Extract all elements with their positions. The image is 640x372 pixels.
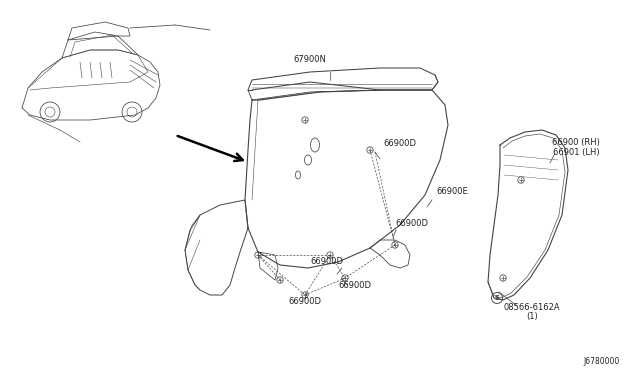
- Text: 66900 (RH): 66900 (RH): [552, 138, 600, 148]
- Text: 66900D: 66900D: [289, 298, 321, 307]
- Text: 08566-6162A: 08566-6162A: [504, 304, 560, 312]
- Text: 66900D: 66900D: [310, 257, 344, 266]
- Text: 67900N: 67900N: [294, 55, 326, 64]
- Text: 66900D: 66900D: [383, 138, 417, 148]
- Text: J6780000: J6780000: [584, 357, 620, 366]
- Text: 66900E: 66900E: [436, 187, 468, 196]
- Text: S: S: [495, 295, 499, 301]
- Text: (1): (1): [526, 311, 538, 321]
- Text: 66901 (LH): 66901 (LH): [553, 148, 599, 157]
- Text: 66900D: 66900D: [339, 280, 371, 289]
- Text: 66900D: 66900D: [396, 218, 429, 228]
